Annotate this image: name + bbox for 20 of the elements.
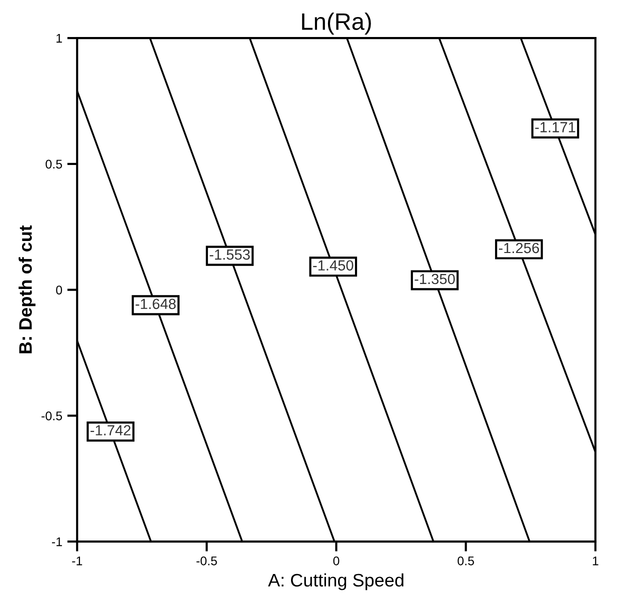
y-tick-label: -1 (52, 537, 62, 546)
x-tick-label: 1 (592, 556, 598, 566)
annotation: -1.256 (498, 242, 539, 254)
y-tick-label: 0 (56, 286, 62, 294)
annotation: -1.742 (90, 425, 130, 436)
x-tick-label: -0.5 (196, 556, 217, 566)
y-tick-label: 0.5 (46, 160, 62, 169)
annotation: -1.171 (535, 122, 576, 132)
y-tick-label: -0.5 (42, 411, 62, 420)
x-tick-label: -1 (72, 556, 82, 566)
annotation: -1.350 (414, 274, 455, 284)
y-axis-title: B: Depth of cut (18, 225, 36, 354)
x-tick-label: 0 (333, 556, 340, 566)
chart-title: Ln(Ra) (302, 12, 371, 35)
y-tick-label: 1 (56, 34, 62, 43)
x-axis-title: A: Cutting Speed (268, 573, 404, 590)
annotation: -1.553 (210, 249, 250, 260)
x-tick-label: 0.5 (458, 556, 474, 566)
annotation: -1.450 (313, 260, 354, 271)
annotation: -1.648 (136, 298, 176, 310)
